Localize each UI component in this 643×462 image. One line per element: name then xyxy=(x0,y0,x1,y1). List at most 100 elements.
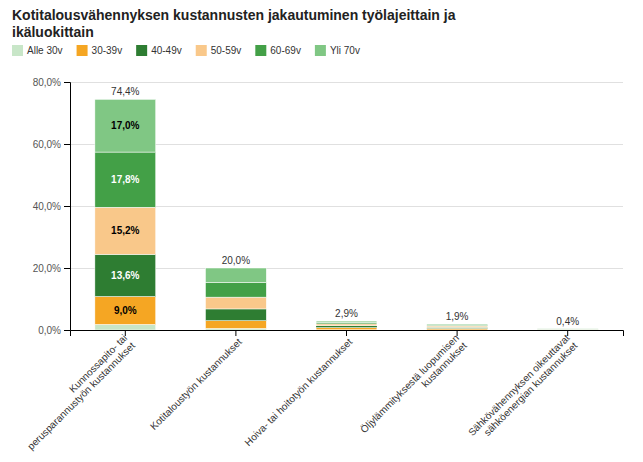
data-label: 13,6% xyxy=(111,270,139,281)
legend-swatch xyxy=(315,45,326,56)
tick-mark xyxy=(567,330,568,336)
data-label: 9,0% xyxy=(114,305,137,316)
tick-label: 40,0% xyxy=(33,201,61,212)
legend-swatch xyxy=(255,45,266,56)
legend-item: Yli 70v xyxy=(315,45,360,57)
x-tick: Kunnossapito- taiperusparannustyön kusta… xyxy=(17,330,137,452)
axis-line xyxy=(71,331,624,337)
tick-label: Hoiva- tai hoitotyön kustannukset xyxy=(242,336,354,448)
legend-swatch xyxy=(136,45,147,56)
tick-label: Öljylämmityksestä luopumisenkustannukset xyxy=(358,332,469,443)
tick-label: Kotitaloustyön kustannukset xyxy=(148,336,244,432)
bar-segment xyxy=(95,207,156,254)
chart: Kotitalousvähennyksen kustannusten jakau… xyxy=(0,0,643,462)
series xyxy=(95,254,598,329)
bar-segment xyxy=(205,268,266,282)
legend-swatch xyxy=(12,45,23,56)
legend-item: 60-69v xyxy=(255,45,301,57)
tick-mark xyxy=(64,330,70,331)
data-label: 17,0% xyxy=(111,120,139,131)
tick-mark xyxy=(125,330,126,336)
tick-mark xyxy=(346,330,347,336)
title: Kotitalousvähennyksen kustannusten jakau… xyxy=(12,7,456,40)
x-tick: Sähkövähennyksen oikeuttavatsähköenergia… xyxy=(466,330,580,446)
bar-segment xyxy=(316,328,377,330)
bar-segment xyxy=(537,329,598,330)
tick-mark xyxy=(64,268,70,269)
y-tick: 0,0% xyxy=(38,325,70,336)
bar-segment xyxy=(316,326,377,328)
total-label: 0,4% xyxy=(556,316,579,327)
grid-line xyxy=(70,82,623,83)
tick-mark xyxy=(457,330,458,336)
y-tick: 20,0% xyxy=(33,263,70,274)
bar-segment xyxy=(95,152,156,207)
legend-item: 50-59v xyxy=(196,45,242,57)
total-label: 74,4% xyxy=(111,86,139,97)
bar-segment xyxy=(427,325,488,327)
legend-swatch xyxy=(77,45,88,56)
bar-segment xyxy=(95,254,156,296)
bar-segment xyxy=(427,326,488,327)
bar-segment xyxy=(537,329,598,330)
legend-swatch xyxy=(196,45,207,56)
bar-segment xyxy=(95,99,156,152)
series xyxy=(95,324,598,330)
bar-segment xyxy=(205,309,266,321)
legend-label: 40-49v xyxy=(151,45,182,56)
legend-item: 40-49v xyxy=(136,45,182,57)
grid xyxy=(70,83,623,331)
legend-label: 50-59v xyxy=(211,45,242,56)
x-tick: Kotitaloustyön kustannukset xyxy=(148,330,244,432)
tick-label: Kunnossapito- taiperusparannustyön kusta… xyxy=(17,332,137,452)
tick-mark xyxy=(64,206,70,207)
tick-label: 80,0% xyxy=(33,77,61,88)
legend-label: Alle 30v xyxy=(27,45,63,56)
y-axis: 0,0% 20,0% 40,0% 60,0% 80,0% xyxy=(33,77,71,336)
bar-segment xyxy=(537,329,598,330)
series xyxy=(95,297,598,330)
x-tick: Hoiva- tai hoitotyön kustannukset xyxy=(242,330,354,448)
bar-segment xyxy=(537,329,598,330)
legend-label: 30-39v xyxy=(92,45,123,56)
total-label: 20,0% xyxy=(222,255,250,266)
bar-segment xyxy=(205,282,266,297)
tick-mark xyxy=(64,82,70,83)
bar-segment xyxy=(537,329,598,330)
tick-mark xyxy=(64,144,70,145)
legend-label: Yli 70v xyxy=(330,45,360,56)
bar-segment xyxy=(95,324,156,330)
bar-segment xyxy=(95,297,156,325)
bar-segment xyxy=(205,297,266,309)
bars xyxy=(95,99,598,330)
series xyxy=(95,99,598,329)
legend-item: 30-39v xyxy=(77,45,123,57)
grid-tick xyxy=(70,82,623,83)
tick-mark xyxy=(235,330,236,336)
x-tick: Öljylämmityksestä luopumisenkustannukset xyxy=(358,330,469,443)
tick-label: 20,0% xyxy=(33,263,61,274)
series xyxy=(95,152,598,329)
y-tick: 40,0% xyxy=(33,201,70,212)
axis-line xyxy=(64,83,71,331)
legend: Alle 30v 30-39v 40-49v 50-59v 60-69v Yli 70v xyxy=(12,45,360,57)
data-labels: 9,0% 13,6% 15,2% 17,8% 17,0% xyxy=(111,120,139,316)
total-label: 2,9% xyxy=(335,308,358,319)
tick-label: 60,0% xyxy=(33,139,61,150)
bar-segment xyxy=(427,329,488,330)
total-label: 1,9% xyxy=(446,311,469,322)
bar-segment xyxy=(427,324,488,326)
data-label: 17,8% xyxy=(111,174,139,185)
y-tick: 80,0% xyxy=(33,77,70,88)
tick-label: Sähkövähennyksen oikeuttavatsähköenergia… xyxy=(466,332,580,446)
plot: 9,0% 13,6% 15,2% 17,8% 17,0% 74,4% 20,0% 2,9% 1,… xyxy=(17,77,623,452)
series xyxy=(95,207,598,329)
x-axis: Kunnossapito- taiperusparannustyön kusta… xyxy=(17,330,623,452)
bar-segment xyxy=(537,328,598,329)
legend-label: 60-69v xyxy=(270,45,301,56)
legend-item: Alle 30v xyxy=(12,45,63,57)
bar-segment xyxy=(316,321,377,322)
bar-segment xyxy=(205,321,266,329)
data-label: 15,2% xyxy=(111,225,139,236)
total-labels: 74,4% 20,0% 2,9% 1,9% 0,4% xyxy=(111,86,579,326)
